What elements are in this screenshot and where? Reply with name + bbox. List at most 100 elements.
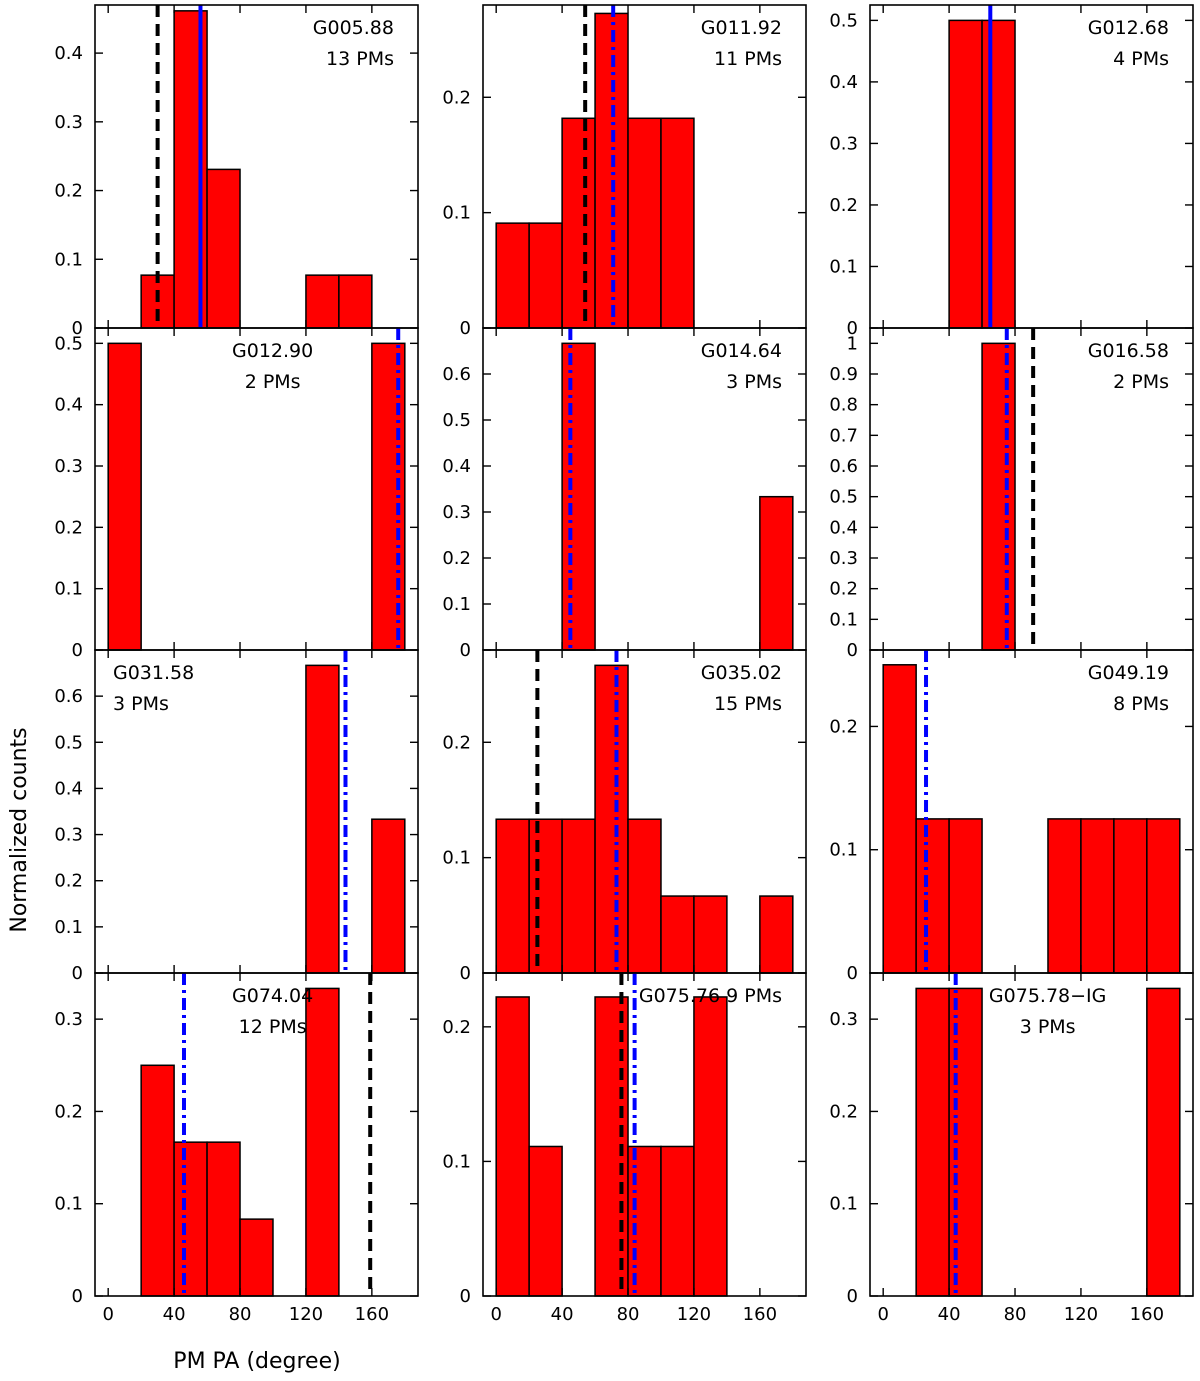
panel-source-name: G012.90	[232, 340, 313, 362]
panel-8: 0 0.1 0.2 G035.02 15 PMs	[442, 649, 807, 984]
histogram-bar	[305, 987, 340, 1297]
y-tick-label: 0.3	[54, 456, 83, 477]
y-tick-label: 0	[847, 640, 858, 661]
y-tick-label: 0.4	[54, 43, 83, 64]
panel-4: 0 0.1 0.2 0.3 0.4 0.5 G012.90 2 PMs	[54, 327, 419, 661]
panel-pm-count: 13 PMs	[326, 48, 394, 70]
y-tick-label: 0.5	[829, 487, 858, 508]
histogram-bar	[561, 818, 596, 974]
panel-1: 0 0.1 0.2 0.3 0.4 G005.88 13 PMs	[54, 4, 419, 339]
panel-9: 0 0.1 0.2 G049.19 8 PMs	[829, 649, 1194, 984]
panel-12: 0 0.1 0.2 0.3 0 40 80 120 160 G075.78−IG 3 PMs	[829, 972, 1194, 1325]
y-tick-label: 0.2	[829, 195, 858, 216]
panel-source-name: G035.02	[701, 662, 782, 684]
panel-source-name: G075.76 9 PMs	[639, 985, 782, 1007]
x-tick-label: 120	[289, 1304, 323, 1325]
y-tick-label: 0.6	[829, 456, 858, 477]
y-tick-label: 0.2	[442, 548, 471, 569]
y-tick-label: 0.4	[54, 778, 83, 799]
x-tick-label: 120	[1064, 1304, 1098, 1325]
y-tick-label: 0.5	[54, 732, 83, 753]
histogram-bar	[107, 342, 142, 651]
x-tick-label: 120	[677, 1304, 711, 1325]
y-tick-label: 0.4	[829, 517, 858, 538]
y-tick-label: 0.4	[54, 395, 83, 416]
histogram-bar	[140, 1064, 175, 1297]
histogram-bar	[495, 222, 530, 329]
y-tick-label: 0.9	[829, 364, 858, 385]
histogram-bar	[1146, 818, 1181, 974]
panel-frame	[94, 972, 419, 1297]
y-tick-label: 0.3	[829, 133, 858, 154]
panel-pm-count: 12 PMs	[239, 1016, 307, 1038]
histogram-bar	[561, 342, 596, 651]
x-tick-label: 80	[229, 1304, 252, 1325]
histogram-bar	[206, 168, 241, 329]
panel-pm-count: 3 PMs	[113, 693, 169, 715]
histogram-bar	[495, 818, 530, 974]
y-tick-label: 0.3	[54, 112, 83, 133]
panel-source-name: G031.58	[113, 662, 194, 684]
y-tick-label: 0.1	[442, 594, 471, 615]
x-tick-label: 160	[1130, 1304, 1164, 1325]
panel-pm-count: 15 PMs	[714, 693, 782, 715]
panel-pm-count: 11 PMs	[714, 48, 782, 70]
histogram-bar	[371, 818, 406, 974]
panel-pm-count: 4 PMs	[1113, 48, 1169, 70]
y-tick-label: 0	[72, 640, 83, 661]
histogram-bar	[239, 1218, 274, 1297]
y-tick-label: 0	[460, 1286, 471, 1307]
y-tick-label: 0.4	[442, 456, 471, 477]
y-tick-label: 0.1	[829, 609, 858, 630]
y-tick-label: 0.1	[442, 1151, 471, 1172]
histogram-bar	[693, 895, 728, 974]
panel-10: 0 0.1 0.2 0.3 0 40 80 120 160 G074.04 12 PMs	[54, 972, 419, 1325]
histogram-bar	[882, 664, 917, 974]
y-tick-label: 0.3	[829, 1009, 858, 1030]
histogram-bar	[495, 996, 530, 1297]
x-tick-label: 40	[938, 1304, 961, 1325]
y-tick-label: 0.2	[829, 579, 858, 600]
y-tick-label: 0.2	[442, 87, 471, 108]
histogram-bar	[305, 664, 340, 974]
y-tick-label: 0.1	[829, 840, 858, 861]
histogram-bar	[528, 222, 563, 329]
panel-source-name: G014.64	[701, 340, 782, 362]
y-tick-label: 0.2	[442, 1017, 471, 1038]
y-tick-label: 1	[847, 333, 858, 354]
y-tick-label: 0.3	[442, 502, 471, 523]
histogram-bar	[173, 1141, 208, 1297]
y-tick-label: 0.5	[442, 410, 471, 431]
x-tick-label: 160	[355, 1304, 389, 1325]
panel-source-name: G016.58	[1088, 340, 1169, 362]
y-tick-label: 0	[847, 1286, 858, 1307]
y-tick-label: 0.1	[54, 1194, 83, 1215]
panel-source-name: G074.04	[232, 985, 313, 1007]
y-tick-label: 0.5	[54, 333, 83, 354]
histogram-bar	[1047, 818, 1082, 974]
histogram-bar	[915, 987, 950, 1297]
y-tick-label: 0	[72, 318, 83, 339]
y-tick-label: 0.1	[442, 848, 471, 869]
y-tick-label: 0.1	[54, 249, 83, 270]
histogram-bar	[948, 818, 983, 974]
histogram-bar	[594, 664, 629, 974]
histogram-bar	[759, 895, 794, 974]
histogram-bar	[528, 1145, 563, 1297]
y-tick-label: 0.3	[829, 548, 858, 569]
x-tick-label: 80	[1004, 1304, 1027, 1325]
histogram-bar	[206, 1141, 241, 1297]
panel-source-name: G075.78−IG	[989, 985, 1106, 1007]
x-tick-label: 0	[490, 1304, 501, 1325]
panel-source-name: G005.88	[313, 17, 394, 39]
panel-pm-count: 3 PMs	[1020, 1016, 1076, 1038]
y-tick-label: 0	[847, 318, 858, 339]
y-tick-label: 0	[460, 640, 471, 661]
y-tick-label: 0	[460, 318, 471, 339]
histogram-bar	[660, 895, 695, 974]
y-tick-label: 0.3	[54, 825, 83, 846]
panel-3: 0 0.1 0.2 0.3 0.4 0.5 G012.68 4 PMs	[829, 4, 1194, 339]
y-tick-label: 0	[72, 963, 83, 984]
histogram-bar	[1146, 987, 1181, 1297]
x-tick-label: 0	[877, 1304, 888, 1325]
